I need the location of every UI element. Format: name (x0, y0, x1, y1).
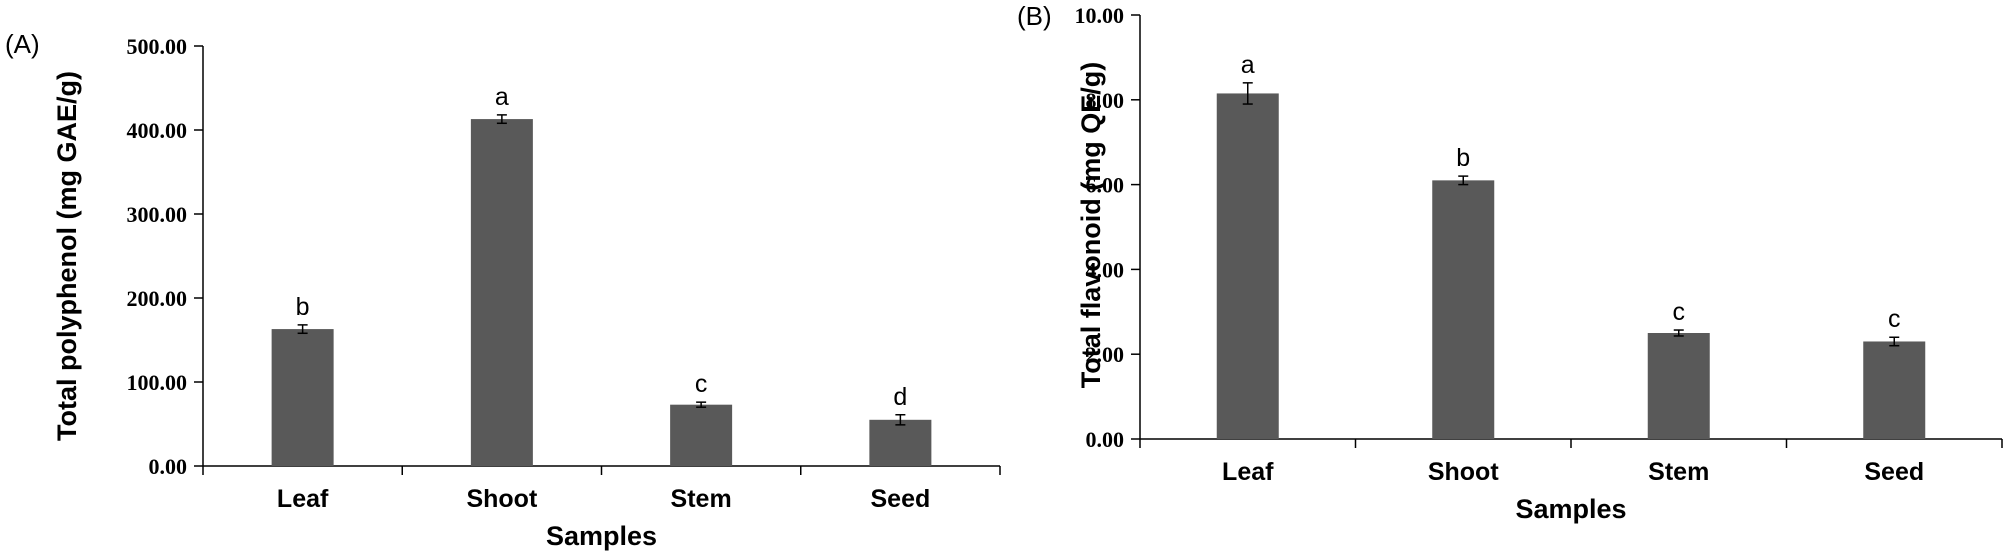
x-tick-label: Shoot (1428, 458, 1499, 486)
significance-letter: d (893, 383, 907, 411)
bar (869, 419, 932, 466)
x-axis-title: Samples (1515, 494, 1626, 524)
panel-b: (B) 0.00 2.00 4.00 6.00 8.00 10.00 a Leaf b Shoot c… (1017, 1, 2003, 524)
y-tick-label: 0.00 (1086, 427, 1125, 452)
panel-label: (A) (5, 29, 40, 59)
bar (271, 329, 334, 466)
bar (1432, 180, 1495, 440)
panel-a: (A) 0.00 100.00 200.00 300.00 400.00 500.00 b Le… (5, 29, 1001, 551)
y-tick-label: 2.00 (1086, 342, 1125, 367)
panel-label: (B) (1017, 1, 1052, 31)
significance-letter: a (1241, 51, 1255, 79)
significance-letter: a (495, 83, 509, 111)
x-tick-label: Seed (870, 485, 930, 513)
x-tick-label: Leaf (1222, 458, 1274, 486)
y-tick-label: 0.00 (149, 454, 188, 479)
bar (470, 119, 533, 466)
x-tick-label: Leaf (277, 485, 329, 513)
x-tick-label: Seed (1864, 458, 1924, 486)
bar (1863, 341, 1926, 439)
y-tick-label: 500.00 (127, 34, 188, 59)
y-tick-label: 100.00 (127, 370, 188, 395)
y-tick-label: 10.00 (1075, 3, 1125, 28)
significance-letter: c (695, 370, 708, 398)
significance-letter: c (1673, 298, 1686, 326)
significance-letter: b (296, 293, 310, 321)
bar (1647, 333, 1710, 439)
x-axis-title: Samples (546, 521, 657, 551)
y-tick-label: 6.00 (1086, 173, 1125, 198)
x-tick-label: Shoot (466, 485, 537, 513)
significance-letter: b (1456, 144, 1470, 172)
y-tick-label: 8.00 (1086, 88, 1125, 113)
significance-letter: c (1888, 305, 1901, 333)
y-tick-label: 4.00 (1086, 257, 1125, 282)
y-tick-label: 400.00 (127, 118, 188, 143)
bar (1216, 93, 1279, 439)
bar (670, 404, 733, 466)
y-tick-label: 300.00 (127, 202, 188, 227)
y-axis-title: Total flavonoid (mg QE/g) (1076, 62, 1106, 388)
x-tick-label: Stem (1648, 458, 1709, 486)
y-tick-label: 200.00 (127, 286, 188, 311)
y-axis-title: Total polyphenol (mg GAE/g) (52, 71, 82, 441)
x-tick-label: Stem (671, 485, 732, 513)
